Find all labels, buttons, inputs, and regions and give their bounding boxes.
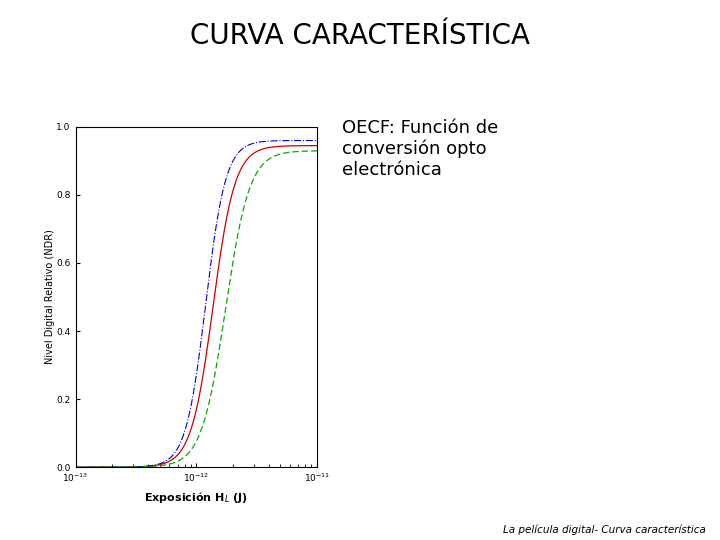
Y-axis label: Nivel Digital Relativo (NDR): Nivel Digital Relativo (NDR) (45, 230, 55, 364)
X-axis label: Exposición H$_L$ (J): Exposición H$_L$ (J) (144, 490, 248, 505)
Text: OECF: Función de
conversión opto
electrónica: OECF: Función de conversión opto electró… (342, 119, 498, 179)
Text: CURVA CARACTERÍSTICA: CURVA CARACTERÍSTICA (190, 22, 530, 50)
Text: La película digital- Curva característica: La película digital- Curva característic… (503, 524, 706, 535)
